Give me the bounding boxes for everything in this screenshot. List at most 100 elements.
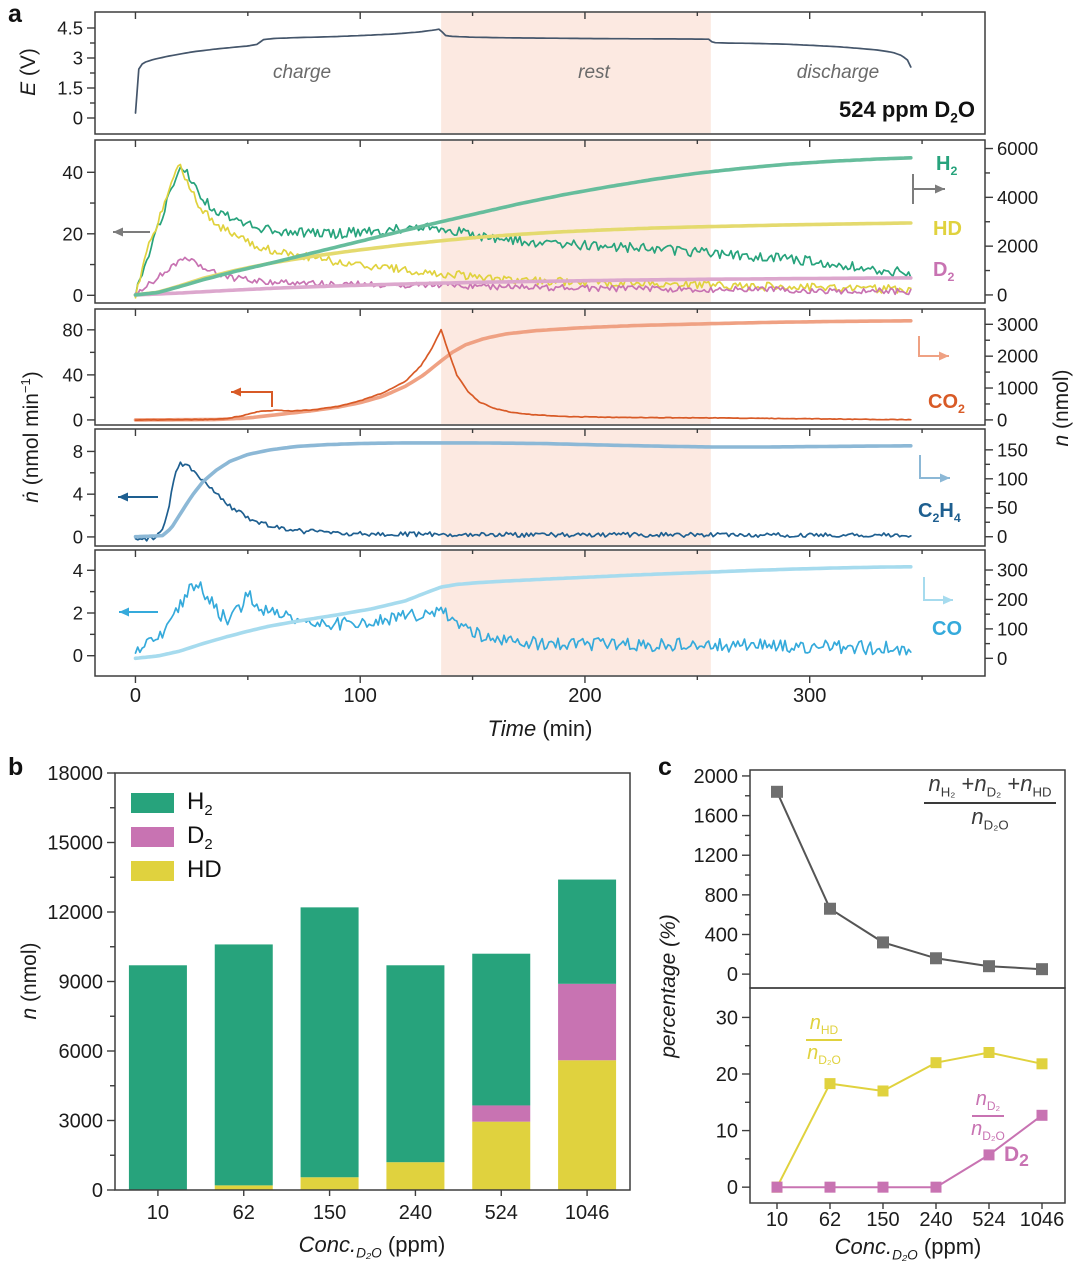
svg-text:30: 30 [716, 1007, 738, 1029]
hd-series-label: HD [933, 218, 962, 240]
phase-label-rest: rest [578, 62, 610, 83]
legend-swatch-h2 [131, 793, 174, 813]
legend-item-d2: D2 [131, 820, 222, 854]
svg-text:40: 40 [62, 364, 83, 385]
c2h4-series-label: C2H4 [918, 500, 961, 525]
d2-series-label: D2 [933, 259, 955, 284]
panel-b-tag: b [8, 753, 24, 781]
legend-swatch-hd [131, 861, 174, 881]
svg-text:100: 100 [344, 685, 377, 707]
svg-text:0: 0 [73, 107, 83, 128]
svg-text:10: 10 [147, 1202, 169, 1224]
svg-text:0: 0 [727, 964, 738, 986]
legend-swatch-d2 [131, 827, 174, 847]
h2-series-label: H2 [936, 153, 958, 178]
d2-point-label: D2 [1004, 1143, 1029, 1171]
svg-text:80: 80 [62, 319, 83, 340]
svg-text:240: 240 [399, 1202, 432, 1224]
svg-text:1200: 1200 [694, 845, 739, 867]
svg-text:150: 150 [313, 1202, 346, 1224]
svg-text:400: 400 [705, 924, 738, 946]
svg-text:240: 240 [919, 1209, 952, 1231]
svg-text:4: 4 [73, 560, 83, 581]
svg-text:0: 0 [997, 648, 1007, 669]
svg-text:800: 800 [705, 885, 738, 907]
svg-text:40: 40 [62, 162, 83, 183]
svg-text:1046: 1046 [1020, 1209, 1065, 1231]
svg-text:9000: 9000 [59, 972, 104, 994]
svg-text:3000: 3000 [59, 1111, 104, 1133]
svg-text:6000: 6000 [997, 138, 1038, 159]
voltage-axis-label: E (V) [17, 48, 40, 96]
svg-text:18000: 18000 [47, 763, 103, 785]
svg-text:4.5: 4.5 [57, 17, 83, 38]
svg-text:0: 0 [73, 409, 83, 430]
svg-text:0: 0 [73, 526, 83, 547]
co-series-label: CO [932, 618, 962, 640]
svg-text:3: 3 [73, 47, 83, 68]
cumulative-axis-label: n (nmol) [1050, 369, 1073, 447]
panel-b-legend: H2 D2 HD [131, 786, 222, 888]
panel-c-y-axis-label: percentage (%) [657, 914, 680, 1058]
svg-text:0: 0 [73, 645, 83, 666]
panel-a-tag: a [8, 0, 22, 28]
formula-d2-ratio: nD₂ nD₂O [971, 1088, 1005, 1144]
phase-label-charge: charge [272, 62, 332, 83]
svg-text:8: 8 [73, 441, 83, 462]
svg-text:524: 524 [485, 1202, 518, 1224]
panel-c-x-axis-label: Conc.D₂O (ppm) [834, 1234, 982, 1263]
svg-text:2000: 2000 [997, 346, 1038, 367]
panel-b-y-axis-label: n (nmol) [18, 942, 41, 1020]
panel-c-tag: c [658, 753, 672, 781]
svg-text:10: 10 [766, 1209, 788, 1231]
svg-text:200: 200 [997, 589, 1028, 610]
panel-a-plot: 01.534.502040020004000600004080010002000… [57, 11, 1038, 707]
svg-text:0: 0 [130, 685, 141, 707]
svg-text:0: 0 [997, 526, 1007, 547]
legend-label-hd: HD [187, 855, 222, 883]
svg-text:62: 62 [819, 1209, 841, 1231]
svg-text:1600: 1600 [694, 806, 739, 828]
svg-text:50: 50 [997, 497, 1018, 518]
formula-hd-ratio: nHD nD₂O [805, 1012, 843, 1068]
legend-label-d2: D2 [187, 821, 213, 853]
svg-text:12000: 12000 [47, 902, 103, 924]
svg-text:2: 2 [73, 602, 83, 623]
svg-text:62: 62 [233, 1202, 255, 1224]
svg-text:300: 300 [793, 685, 826, 707]
svg-text:4: 4 [73, 484, 83, 505]
svg-text:0: 0 [727, 1177, 738, 1199]
svg-text:1.5: 1.5 [57, 77, 83, 98]
svg-text:20: 20 [62, 223, 83, 244]
svg-text:0: 0 [92, 1180, 103, 1202]
phase-label-discharge: discharge [796, 62, 880, 83]
panel-b-plot: 10 62 150 240 524 1046 0 3000 6000 9000 12000 15000… [47, 763, 631, 1224]
svg-text:150: 150 [866, 1209, 899, 1231]
panel-b-x-axis-label: Conc.D₂O (ppm) [298, 1232, 446, 1261]
formula-total-hydrogen-ratio: nH₂ +nD₂ +nHD nD₂O [905, 771, 1075, 833]
svg-text:0: 0 [997, 409, 1007, 430]
svg-text:15000: 15000 [47, 833, 103, 855]
svg-text:150: 150 [997, 439, 1028, 460]
svg-text:10: 10 [716, 1121, 738, 1143]
svg-text:4000: 4000 [997, 187, 1038, 208]
d2o-concentration-annotation: 524 ppm D2O [839, 97, 975, 126]
svg-text:1046: 1046 [565, 1202, 610, 1224]
time-axis-label: Time (min) [487, 716, 593, 741]
svg-text:200: 200 [568, 685, 601, 707]
svg-text:2000: 2000 [997, 236, 1038, 257]
rate-axis-label: ṅ (nmol min−1) [18, 371, 43, 503]
legend-item-hd: HD [131, 854, 222, 888]
legend-label-h2: H2 [187, 787, 213, 819]
svg-text:300: 300 [997, 559, 1028, 580]
svg-text:20: 20 [716, 1064, 738, 1086]
svg-text:0: 0 [73, 285, 83, 306]
co2-series-label: CO2 [928, 391, 965, 416]
svg-text:1000: 1000 [997, 378, 1038, 399]
svg-text:100: 100 [997, 618, 1028, 639]
svg-text:100: 100 [997, 468, 1028, 489]
legend-item-h2: H2 [131, 786, 222, 820]
svg-text:2000: 2000 [694, 766, 739, 788]
